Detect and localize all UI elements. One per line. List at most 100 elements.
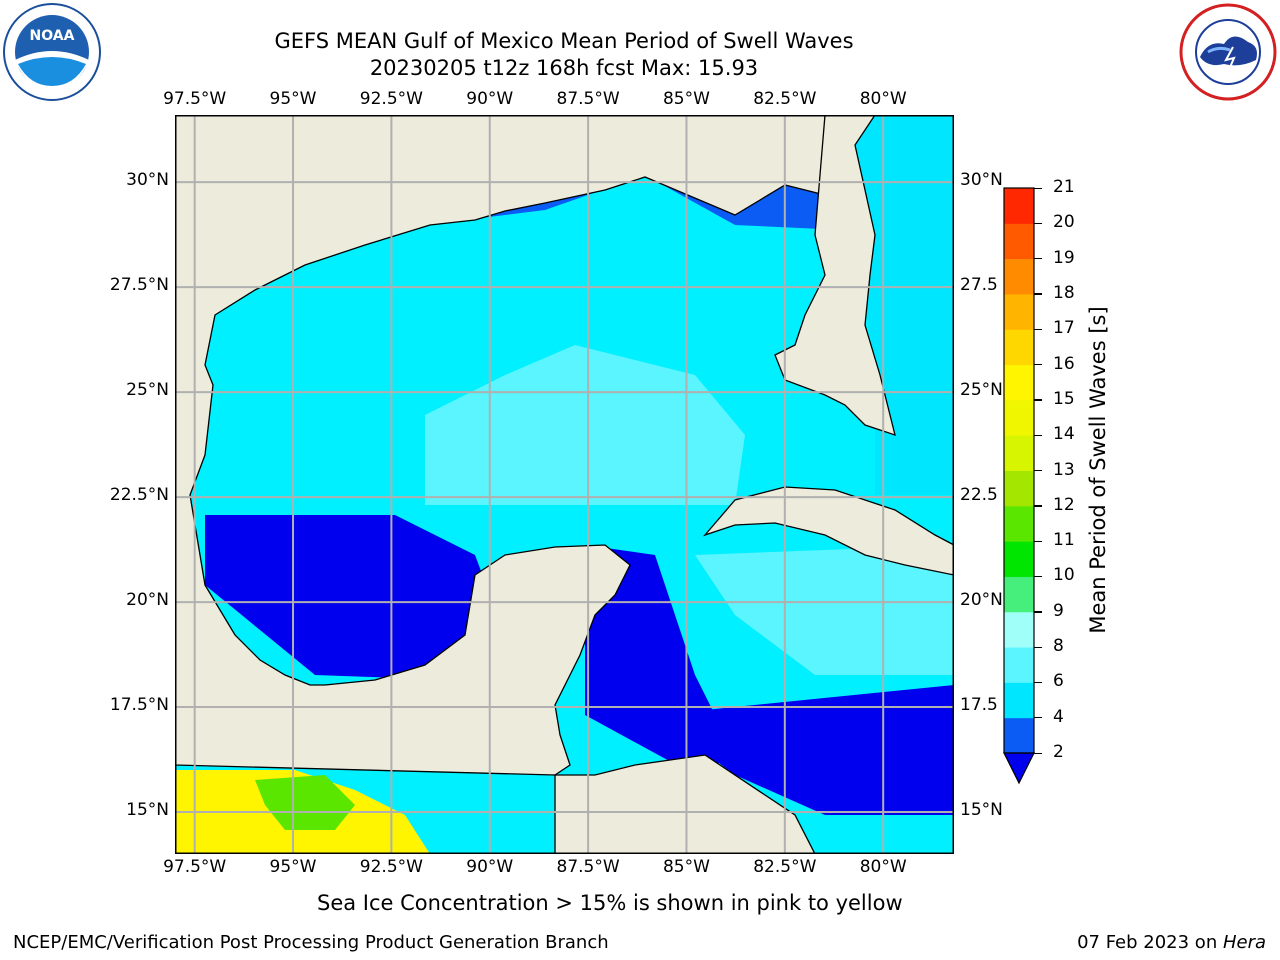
lon-label-top: 92.5°W	[359, 89, 423, 109]
lat-label-right: 15°N	[960, 800, 1003, 820]
lat-label-left: 15°N	[126, 800, 169, 820]
colorbar-tick-label: 12	[1053, 494, 1075, 515]
colorbar-segment	[1004, 611, 1034, 648]
lon-label-bottom: 87.5°W	[556, 857, 620, 877]
colorbar-tick-label: 19	[1053, 247, 1075, 268]
swell-region-caribbean-south	[655, 685, 954, 815]
graticule	[175, 115, 954, 854]
colorbar-segment	[1004, 470, 1034, 507]
lon-label-bottom: 97.5°W	[163, 857, 227, 877]
colorbar-tick-label: 18	[1053, 282, 1075, 303]
lon-label-top: 85°W	[662, 89, 710, 109]
lat-label-right: 17.5	[960, 695, 998, 716]
colorbar-tick-mark	[1034, 540, 1042, 542]
lon-label-top: 95°W	[269, 89, 317, 109]
lon-label-bottom: 85°W	[662, 857, 710, 877]
colorbar-tick-mark	[1034, 646, 1042, 648]
colorbar-tick-mark	[1034, 364, 1042, 366]
colorbar-segment	[1004, 293, 1034, 330]
run-date: 07 Feb 2023 on Hera	[1077, 932, 1266, 953]
sea-ice-region-inner	[255, 775, 355, 830]
sea-ice-note: Sea Ice Concentration > 15% is shown in …	[317, 891, 903, 915]
colorbar-tick-mark	[1034, 717, 1042, 719]
colorbar-segment	[1004, 258, 1034, 295]
chart-subtitle: 20230205 t12z 168h fcst Max: 15.93	[369, 56, 759, 80]
colorbar-tick-label: 10	[1053, 565, 1075, 586]
lat-label-left: 17.5°N	[109, 695, 169, 716]
nws-logo	[1178, 2, 1278, 102]
colorbar-segment	[1004, 541, 1034, 577]
colorbar-tick-mark	[1034, 470, 1042, 472]
lat-label-right: 30°N	[960, 170, 1003, 191]
chart-title: GEFS MEAN Gulf of Mexico Mean Period of …	[274, 29, 854, 53]
swell-region-bay-deep	[205, 515, 505, 680]
land-cuba	[702, 486, 954, 576]
land-central-america	[554, 754, 816, 854]
colorbar-tick-label: 4	[1053, 706, 1064, 727]
colorbar-extension	[1003, 752, 1035, 785]
lon-label-top: 82.5°W	[753, 89, 817, 109]
colorbar-tick-label: 21	[1053, 177, 1075, 197]
colorbar-segment	[1004, 682, 1034, 719]
lat-label-right: 25°N	[960, 380, 1003, 401]
lon-label-bottom: 90°W	[466, 857, 514, 877]
noaa-logo: NOAA	[2, 2, 102, 102]
lon-label-top: 80°W	[859, 89, 907, 109]
colorbar-segment	[1004, 399, 1034, 436]
map-panel	[175, 115, 954, 854]
colorbar-tick-mark	[1034, 328, 1042, 331]
colorbar-tick-label: 15	[1053, 388, 1075, 409]
colorbar-tick-label: 8	[1053, 636, 1064, 657]
colorbar-segment	[1004, 647, 1034, 683]
colorbar-tick-mark	[1034, 611, 1042, 613]
colorbar-tick-label: 9	[1053, 600, 1064, 621]
colorbar-tick-mark	[1034, 434, 1042, 436]
land-mexico-us	[175, 115, 826, 776]
land-florida	[774, 115, 896, 436]
colorbar-tick-label: 17	[1053, 318, 1075, 339]
colorbar-segment	[1004, 329, 1034, 366]
colorbar-segment	[1004, 188, 1034, 224]
colorbar-segment	[1004, 576, 1034, 613]
lon-label-bottom: 82.5°W	[753, 857, 817, 877]
lat-label-left: 27.5°N	[109, 275, 169, 296]
colorbar-segment	[1004, 717, 1034, 754]
map-frame	[175, 115, 954, 854]
lat-label-right: 27.5	[960, 275, 998, 296]
colorbar-tick-mark	[1034, 293, 1042, 295]
colorbar-tick-label: 11	[1053, 530, 1075, 551]
producer-credit: NCEP/EMC/Verification Post Processing Pr…	[13, 932, 609, 953]
colorbar-segment	[1004, 435, 1034, 471]
lon-label-top: 87.5°W	[556, 89, 620, 109]
colorbar-segment	[1004, 505, 1034, 542]
lat-label-left: 20°N	[126, 590, 169, 611]
colorbar-tick-mark	[1034, 575, 1042, 578]
swell-region-central	[425, 345, 745, 505]
colorbar-tick-label: 6	[1053, 671, 1064, 692]
lon-label-top: 97.5°W	[163, 89, 227, 109]
lat-label-right: 22.5	[960, 485, 998, 506]
colorbar-tick-mark	[1034, 258, 1042, 260]
lat-label-left: 25°N	[126, 380, 169, 401]
colorbar-tick-mark	[1034, 681, 1042, 684]
lat-label-left: 22.5°N	[109, 485, 169, 506]
colorbar	[1003, 187, 1035, 785]
colorbar-tick-label: 20	[1053, 212, 1075, 233]
colorbar-tick-label: 14	[1053, 424, 1075, 445]
colorbar-segment	[1004, 223, 1034, 260]
colorbar-tick-label: 13	[1053, 459, 1075, 480]
colorbar-tick-mark	[1034, 505, 1042, 507]
swell-region-caribbean	[695, 545, 954, 675]
lat-label-left: 30°N	[126, 170, 169, 191]
lon-label-bottom: 80°W	[859, 857, 907, 877]
lon-label-bottom: 95°W	[269, 857, 317, 877]
lon-label-bottom: 92.5°W	[359, 857, 423, 877]
colorbar-tick-label: 2	[1053, 742, 1064, 762]
colorbar-tick-mark	[1034, 752, 1042, 754]
colorbar-segment	[1004, 364, 1034, 401]
lat-label-right: 20°N	[960, 590, 1003, 611]
colorbar-tick-mark	[1034, 222, 1042, 225]
lon-label-top: 90°W	[466, 89, 514, 109]
colorbar-tick-mark	[1034, 399, 1042, 401]
colorbar-tick-mark	[1034, 187, 1042, 189]
